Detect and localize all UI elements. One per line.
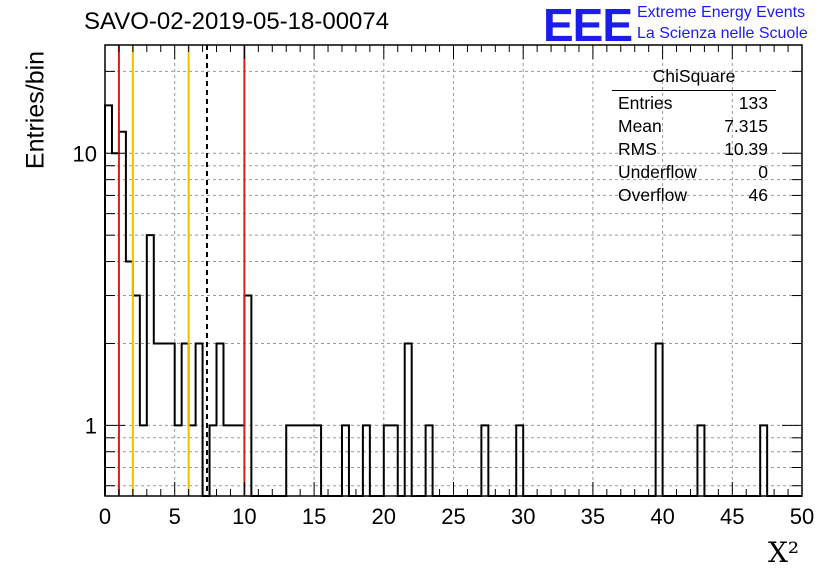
x-tick-label: 25	[441, 504, 465, 529]
stats-row-overflow: Overflow 46	[612, 184, 776, 207]
eee-logo-mark: EEE	[543, 0, 633, 51]
axis-ticks: 0 5 10 15 20 25 30 35 40 45 50 1 10	[73, 45, 814, 529]
histogram-bin	[154, 343, 161, 496]
x-tick-label: 50	[790, 504, 814, 529]
histogram-bin	[656, 343, 663, 496]
histogram-bin	[126, 262, 133, 496]
x-tick-label: 0	[99, 504, 111, 529]
histogram-bin	[147, 235, 154, 496]
histogram-bin	[217, 343, 224, 496]
stats-value: 10.39	[724, 139, 768, 159]
x-axis-label: X²	[768, 536, 800, 569]
stats-value: 0	[758, 162, 768, 182]
histogram-bin	[196, 343, 203, 496]
stats-value: 7.315	[724, 116, 768, 136]
histogram-bin	[133, 296, 140, 496]
histogram-bin	[182, 343, 189, 496]
reference-lines	[117, 45, 246, 496]
run-title: SAVO-02-2019-05-18-00074	[84, 8, 390, 35]
stats-label: Underflow	[618, 162, 697, 182]
stats-label: Mean	[618, 116, 662, 136]
x-tick-label: 30	[511, 504, 535, 529]
stats-row-entries: Entries 133	[612, 92, 776, 115]
grid	[105, 45, 802, 496]
x-tick-label: 15	[302, 504, 326, 529]
eee-logo-line2: La Scienza nelle Scuole	[637, 25, 808, 42]
stats-value: 46	[748, 185, 768, 205]
y-tick-label: 1	[85, 413, 97, 438]
x-tick-label: 45	[720, 504, 744, 529]
x-tick-label: 35	[581, 504, 605, 529]
eee-logo-line1: Extreme Energy Events	[637, 4, 806, 21]
stats-row-mean: Mean 7.315	[612, 115, 776, 138]
stats-title: ChiSquare	[612, 66, 776, 91]
y-tick-label: 10	[73, 141, 97, 166]
stats-label: Entries	[618, 93, 673, 113]
histogram-bin	[405, 343, 412, 496]
histogram-bin	[244, 296, 251, 496]
y-axis-label: Entries/bin	[21, 50, 50, 170]
x-tick-label: 20	[372, 504, 396, 529]
x-tick-label: 10	[232, 504, 256, 529]
stats-label: Overflow	[618, 185, 688, 205]
x-tick-label: 5	[169, 504, 181, 529]
histogram-bin	[161, 343, 168, 496]
stats-label: RMS	[618, 139, 657, 159]
stats-value: 133	[738, 93, 768, 113]
stats-box: ChiSquare Entries 133 Mean 7.315 RMS 10.…	[612, 66, 776, 207]
stats-row-underflow: Underflow 0	[612, 161, 776, 184]
histogram-bin	[112, 153, 119, 496]
x-tick-label: 40	[650, 504, 674, 529]
histogram-bin	[119, 132, 126, 496]
stats-row-rms: RMS 10.39	[612, 138, 776, 161]
histogram-bin	[168, 343, 175, 496]
